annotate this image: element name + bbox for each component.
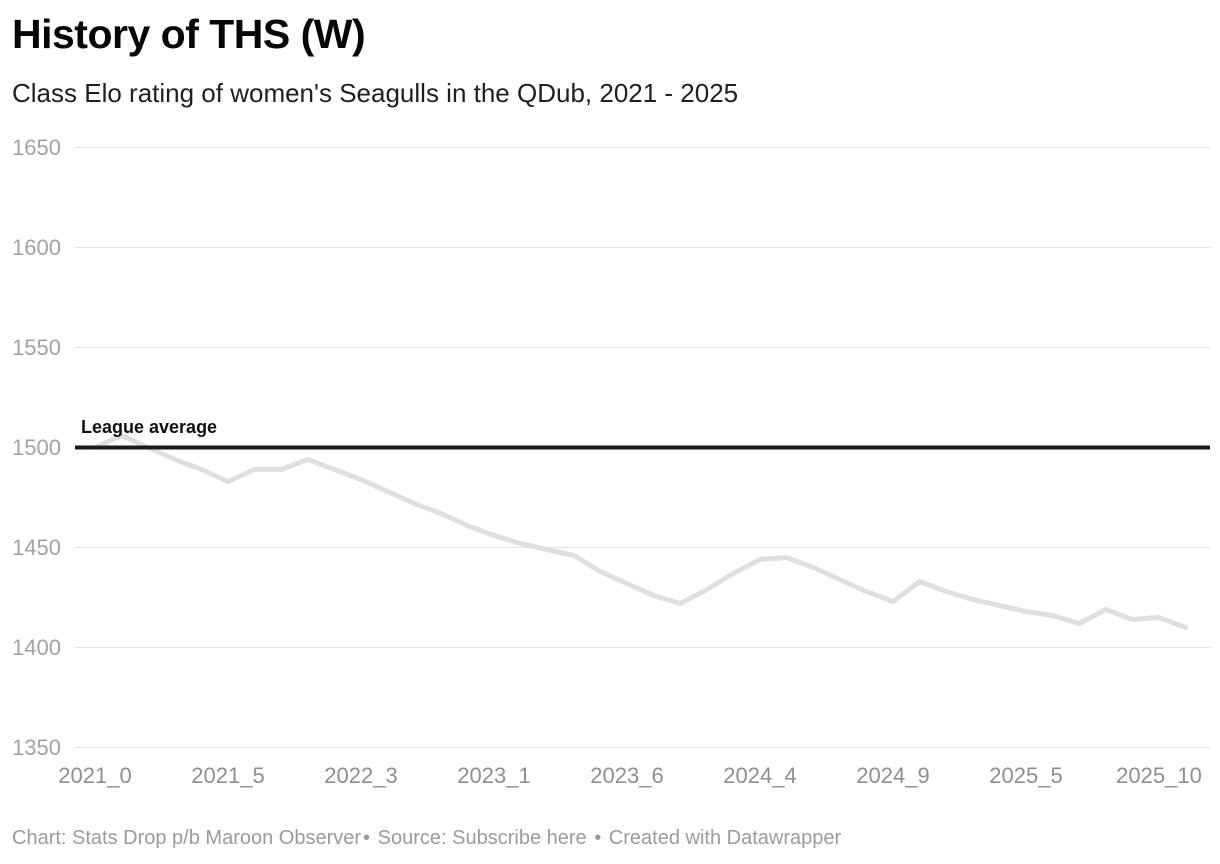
y-tick-label: 1650 [12,135,61,160]
datawrapper-attribution-link[interactable]: Created with Datawrapper [608,827,842,850]
x-tick-label: 2021_0 [58,763,131,788]
y-tick-label: 1550 [12,335,61,360]
chart-subtitle: Class Elo rating of women's Seagulls in … [12,78,739,109]
y-tick-label: 1600 [12,235,61,260]
y-tick-label: 1400 [12,635,61,660]
x-tick-label: 2024_4 [723,763,796,788]
chart-credit: Chart: Stats Drop p/b Maroon Observer [12,827,362,850]
chart-footer: Chart: Stats Drop p/b Maroon Observer • S… [0,827,1220,850]
league-average-label: League average [81,417,217,437]
chart-header: History of THS (W) Class Elo rating of w… [0,0,1220,109]
y-tick-label: 1450 [12,535,61,560]
source-label: Source: [377,827,447,850]
chart-title: History of THS (W) [12,11,366,57]
x-tick-label: 2021_5 [191,763,264,788]
x-tick-label: 2023_6 [590,763,663,788]
footer-separator: • [363,827,371,850]
x-tick-label: 2022_3 [324,763,397,788]
elo-line-chart: 1650 1600 1550 1500 1450 1400 1350 2021_0 2021_5… [12,135,1210,788]
y-tick-label: 1500 [12,435,61,460]
x-tick-label: 2023_1 [457,763,530,788]
footer-separator: • [594,827,602,850]
source-link[interactable]: Subscribe here [452,827,587,850]
y-tick-label: 1350 [12,735,61,760]
x-tick-label: 2024_9 [856,763,929,788]
x-tick-label: 2025_5 [989,763,1062,788]
x-tick-label: 2025_10 [1116,763,1202,788]
elo-line [92,433,1189,631]
